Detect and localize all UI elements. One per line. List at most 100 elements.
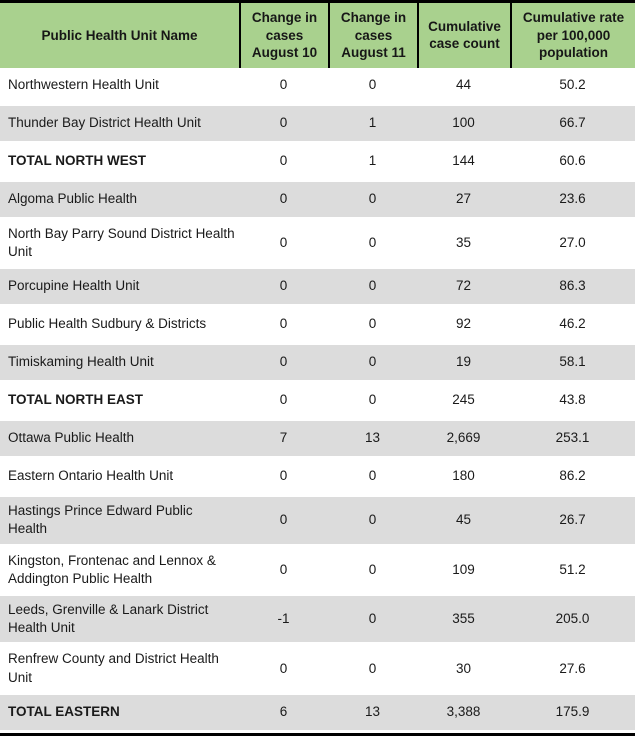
phu-name: Renfrew County and District Health Unit <box>8 651 219 685</box>
cumulative-count: 92 <box>455 316 472 332</box>
change-aug10: 0 <box>279 153 288 169</box>
cumulative-count: 3,388 <box>446 704 481 720</box>
change-aug11: 0 <box>368 278 377 294</box>
phu-name: Thunder Bay District Health Unit <box>8 115 201 131</box>
header-change-aug10: Change in cases August 10 <box>239 3 328 68</box>
table-row: Kingston, Frontenac and Lennox & Addingt… <box>0 546 635 596</box>
change-aug10: 0 <box>279 234 288 250</box>
cumulative-count: 72 <box>455 278 472 294</box>
cumulative-rate: 86.2 <box>559 468 586 484</box>
total-row-north-west: TOTAL NORTH WEST 0 1 144 60.6 <box>0 143 635 182</box>
change-aug10: 0 <box>279 512 288 528</box>
table-row: Timiskaming Health Unit 0 0 19 58.1 <box>0 345 635 384</box>
cumulative-rate: 60.6 <box>559 153 586 169</box>
change-aug11: 0 <box>368 354 377 370</box>
cumulative-count: 44 <box>455 77 472 93</box>
cumulative-count: 45 <box>455 512 472 528</box>
change-aug10: 0 <box>279 392 288 408</box>
change-aug10: 0 <box>279 115 288 131</box>
cumulative-rate: 27.0 <box>559 234 586 250</box>
cumulative-rate: 86.3 <box>559 278 586 294</box>
phu-name: Porcupine Health Unit <box>8 278 140 294</box>
cumulative-rate: 175.9 <box>555 704 590 720</box>
phu-name: Leeds, Grenville & Lanark District Healt… <box>8 601 209 636</box>
table-row: Public Health Sudbury & Districts 0 0 92… <box>0 307 635 346</box>
cumulative-count: 180 <box>452 468 475 484</box>
change-aug10: 0 <box>279 77 288 93</box>
cumulative-rate: 66.7 <box>559 115 586 131</box>
phu-name: Public Health Sudbury & Districts <box>8 316 207 332</box>
table-row: Leeds, Grenville & Lanark District Healt… <box>0 595 635 646</box>
cumulative-count: 355 <box>452 611 475 627</box>
header-cumulative-count: Cumulative case count <box>417 3 510 68</box>
cumulative-rate: 205.0 <box>555 611 590 627</box>
total-row-north-east: TOTAL NORTH EAST 0 0 245 43.8 <box>0 383 635 422</box>
phu-name: Timiskaming Health Unit <box>8 354 154 370</box>
phu-name: Hastings Prince Edward Public Health <box>8 503 193 537</box>
phu-name: Algoma Public Health <box>8 191 138 207</box>
header-change-aug11: Change in cases August 11 <box>328 3 417 68</box>
change-aug11: 0 <box>368 561 377 577</box>
header-phu-name: Public Health Unit Name <box>41 27 198 43</box>
cumulative-count: 19 <box>455 354 472 370</box>
phu-name: Northwestern Health Unit <box>8 77 159 93</box>
change-aug10: 0 <box>279 660 288 676</box>
change-aug11: 13 <box>364 704 381 720</box>
cumulative-count: 144 <box>452 153 475 169</box>
change-aug11: 0 <box>368 660 377 676</box>
change-aug10: 0 <box>279 278 288 294</box>
cumulative-rate: 27.6 <box>559 660 586 676</box>
total-row-eastern: TOTAL EASTERN 6 13 3,388 175.9 <box>0 694 635 733</box>
phu-name: North Bay Parry Sound District Health Un… <box>8 225 235 259</box>
phu-name: TOTAL NORTH WEST <box>8 153 146 169</box>
cumulative-count: 27 <box>455 191 472 207</box>
change-aug11: 0 <box>368 191 377 207</box>
cumulative-count: 2,669 <box>446 430 481 446</box>
phu-name: Ottawa Public Health <box>8 430 135 446</box>
cumulative-count: 30 <box>455 660 472 676</box>
phu-name: TOTAL EASTERN <box>8 704 120 720</box>
phu-name: Eastern Ontario Health Unit <box>8 468 174 484</box>
change-aug10: 7 <box>279 430 288 446</box>
cumulative-count: 100 <box>452 115 475 131</box>
change-aug11: 0 <box>368 234 377 250</box>
header-cumulative-rate: Cumulative rate per 100,000 population <box>510 3 635 68</box>
change-aug11: 0 <box>368 77 377 93</box>
table-row: Renfrew County and District Health Unit … <box>0 645 635 695</box>
table-row: North Bay Parry Sound District Health Un… <box>0 219 635 270</box>
cumulative-count: 109 <box>452 561 475 577</box>
table-row: Algoma Public Health 0 0 27 23.6 <box>0 181 635 220</box>
change-aug11: 0 <box>368 468 377 484</box>
change-aug10: 0 <box>279 316 288 332</box>
change-aug11: 0 <box>368 316 377 332</box>
table-row: Eastern Ontario Health Unit 0 0 180 86.2 <box>0 459 635 498</box>
table-header-row: Public Health Unit Name Change in cases … <box>0 3 635 68</box>
table-row: Ottawa Public Health 7 13 2,669 253.1 <box>0 421 635 460</box>
cumulative-rate: 58.1 <box>559 354 586 370</box>
change-aug11: 13 <box>364 430 381 446</box>
cumulative-rate: 43.8 <box>559 392 586 408</box>
cumulative-rate: 51.2 <box>559 561 586 577</box>
change-aug11: 0 <box>368 611 377 627</box>
cumulative-rate: 253.1 <box>555 430 590 446</box>
change-aug10: 0 <box>279 191 288 207</box>
cumulative-rate: 46.2 <box>559 316 586 332</box>
change-aug10: 0 <box>279 561 288 577</box>
change-aug10: 0 <box>279 354 288 370</box>
change-aug10: 0 <box>279 468 288 484</box>
table-row: Northwestern Health Unit 0 0 44 50.2 <box>0 67 635 106</box>
change-aug11: 1 <box>368 115 377 131</box>
table-row: Hastings Prince Edward Public Health 0 0… <box>0 497 635 547</box>
change-aug11: 1 <box>368 153 377 169</box>
cumulative-rate: 23.6 <box>559 191 586 207</box>
change-aug10: -1 <box>277 611 290 627</box>
cumulative-count: 35 <box>455 234 472 250</box>
change-aug10: 6 <box>279 704 288 720</box>
cumulative-rate: 26.7 <box>559 512 586 528</box>
phu-name: TOTAL NORTH EAST <box>8 392 143 408</box>
change-aug11: 0 <box>368 392 377 408</box>
table-row: Porcupine Health Unit 0 0 72 86.3 <box>0 269 635 308</box>
table-row: Thunder Bay District Health Unit 0 1 100… <box>0 105 635 144</box>
cumulative-count: 245 <box>452 392 475 408</box>
